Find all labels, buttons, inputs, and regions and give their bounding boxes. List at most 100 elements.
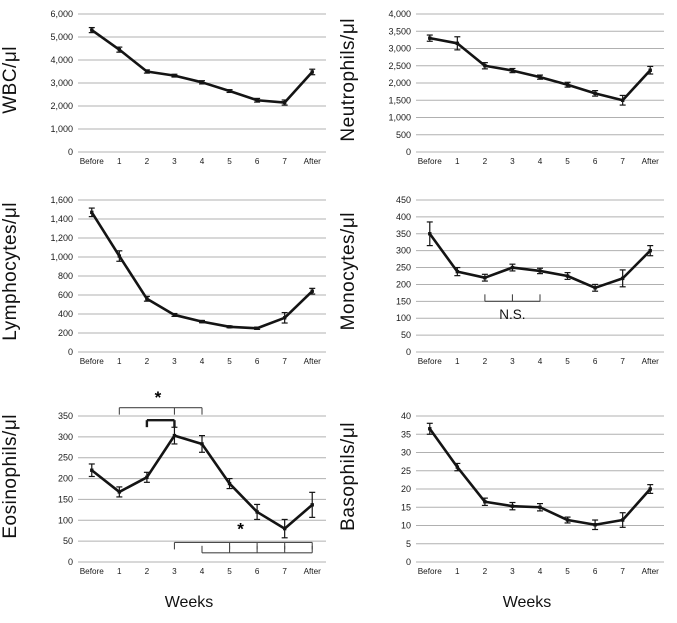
svg-text:200: 200 [396,279,411,289]
svg-text:4,000: 4,000 [50,55,73,65]
svg-text:6: 6 [593,157,598,166]
chart-basophils: Basophils/μl 0 5 10 15 20 25 30 35 40 Before 1 2 3 4 5… [338,386,676,584]
svg-text:6: 6 [255,357,260,366]
x-axis-label-row: Weeks Weeks [0,594,677,612]
svg-text:2: 2 [483,357,488,366]
svg-text:Before: Before [418,567,443,576]
svg-text:3: 3 [510,157,515,166]
svg-text:Before: Before [418,357,443,366]
svg-text:After: After [642,357,660,366]
svg-text:After: After [304,567,322,576]
svg-text:1,200: 1,200 [50,233,73,243]
svg-text:4: 4 [200,157,205,166]
svg-text:2: 2 [145,567,150,576]
neutrophils-plot: 0 500 1,000 1,500 2,000 2,500 3,000 3,500 4,000 B… [388,9,664,166]
svg-text:Before: Before [80,157,105,166]
chart-eosinophils: Eosinophils/μl 0 50 100 150 200 250 300 350 Befo… [0,386,338,584]
svg-text:3: 3 [510,357,515,366]
svg-text:200: 200 [58,474,73,484]
svg-text:1: 1 [455,567,460,576]
svg-text:N.S.: N.S. [499,307,525,322]
svg-text:6: 6 [593,567,598,576]
svg-text:5: 5 [406,539,411,549]
svg-text:After: After [642,567,660,576]
lymphocytes-y-axis-title: Lymphocytes/μl [0,201,21,341]
chart-monocytes: Monocytes/μl 0 50 100 150 200 250 300 350 400 450… [338,186,676,374]
svg-text:150: 150 [58,494,73,504]
svg-text:6: 6 [593,357,598,366]
svg-text:500: 500 [396,130,411,140]
svg-text:*: * [155,388,162,407]
svg-text:3: 3 [172,567,177,576]
svg-text:1: 1 [117,567,122,576]
svg-text:0: 0 [68,557,73,567]
svg-text:20: 20 [401,484,411,494]
svg-text:1,600: 1,600 [50,195,73,205]
svg-text:6,000: 6,000 [50,9,73,19]
svg-text:4: 4 [200,567,205,576]
svg-text:3,500: 3,500 [388,26,411,36]
svg-text:400: 400 [58,309,73,319]
svg-text:1,500: 1,500 [388,95,411,105]
svg-text:2: 2 [145,357,150,366]
svg-text:30: 30 [401,448,411,458]
svg-text:4: 4 [538,157,543,166]
svg-text:7: 7 [620,567,625,576]
svg-text:1: 1 [455,157,460,166]
chart-lymphocytes: Lymphocytes/μl 0 200 400 600 800 1,000 1,200 1,… [0,186,338,374]
svg-text:5: 5 [227,567,232,576]
svg-text:1: 1 [455,357,460,366]
svg-text:0: 0 [406,557,411,567]
eosinophils-y-axis-title: Eosinophils/μl [0,413,21,539]
svg-text:800: 800 [58,271,73,281]
svg-text:Before: Before [418,157,443,166]
svg-text:Before: Before [80,357,105,366]
svg-text:2,500: 2,500 [388,61,411,71]
svg-text:4: 4 [538,567,543,576]
svg-text:0: 0 [406,347,411,357]
svg-text:5: 5 [565,157,570,166]
svg-text:4: 4 [200,357,205,366]
svg-text:7: 7 [620,357,625,366]
monocytes-y-axis-title: Monocytes/μl [338,211,359,331]
svg-text:1,000: 1,000 [50,252,73,262]
svg-text:5: 5 [227,357,232,366]
svg-text:15: 15 [401,502,411,512]
svg-text:2: 2 [483,157,488,166]
svg-text:1: 1 [117,357,122,366]
svg-text:2,000: 2,000 [388,78,411,88]
svg-text:450: 450 [396,195,411,205]
svg-text:1: 1 [117,157,122,166]
basophils-y-axis-title: Basophils/μl [338,421,359,531]
chart-neutrophils: Neutrophils/μl 0 500 1,000 1,500 2,000 2,500 3… [338,4,676,174]
svg-text:2: 2 [483,567,488,576]
x-axis-label-left: Weeks [164,594,214,611]
svg-text:After: After [304,157,322,166]
svg-text:35: 35 [401,429,411,439]
x-axis-label-right: Weeks [502,594,552,611]
svg-text:3: 3 [510,567,515,576]
svg-text:150: 150 [396,296,411,306]
eosinophils-plot: 0 50 100 150 200 250 300 350 Before 1 2 3 4 5 6 7 After *… [58,388,326,576]
svg-text:300: 300 [396,246,411,256]
svg-text:*: * [237,519,244,538]
svg-text:6: 6 [255,157,260,166]
svg-text:5,000: 5,000 [50,32,73,42]
svg-text:0: 0 [68,347,73,357]
svg-text:3,000: 3,000 [50,78,73,88]
svg-text:50: 50 [63,536,73,546]
svg-text:7: 7 [282,567,287,576]
svg-text:3: 3 [172,157,177,166]
svg-text:600: 600 [58,290,73,300]
svg-text:5: 5 [565,567,570,576]
svg-text:7: 7 [620,157,625,166]
svg-text:250: 250 [396,263,411,273]
svg-text:Before: Before [80,567,105,576]
svg-text:250: 250 [58,453,73,463]
svg-text:0: 0 [68,147,73,157]
neutrophils-y-axis-title: Neutrophils/μl [338,18,359,142]
svg-text:After: After [642,157,660,166]
lymphocytes-plot: 0 200 400 600 800 1,000 1,200 1,400 1,600 Before 1… [50,195,326,366]
svg-text:300: 300 [58,432,73,442]
